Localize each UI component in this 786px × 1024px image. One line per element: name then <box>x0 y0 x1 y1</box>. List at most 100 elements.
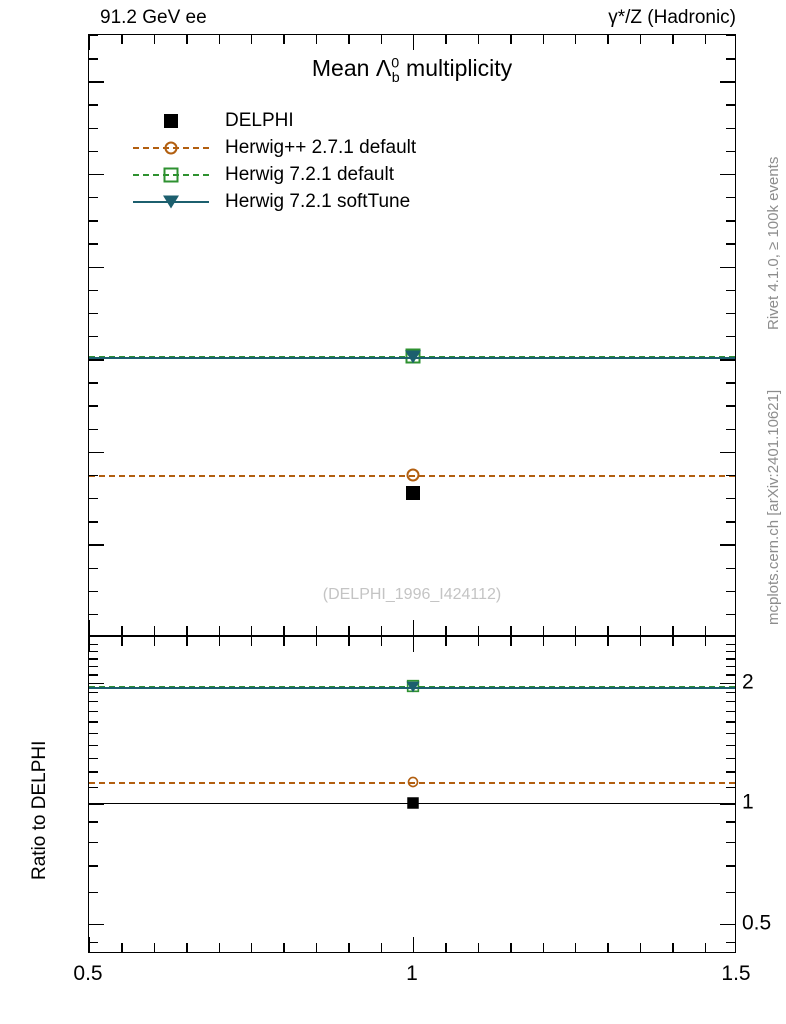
axis-tick <box>445 943 447 952</box>
axis-tick <box>89 744 98 747</box>
axis-tick <box>89 498 98 500</box>
axis-tick <box>726 821 735 823</box>
ratio-plot-panel <box>88 636 736 953</box>
axis-tick <box>477 637 480 646</box>
axis-tick <box>726 382 735 384</box>
axis-tick <box>726 104 735 106</box>
axis-tick <box>121 637 123 646</box>
axis-tick <box>445 35 447 44</box>
legend-label: Herwig 7.2.1 default <box>225 164 394 185</box>
axis-tick <box>726 521 735 523</box>
legend-item: Herwig++ 2.7.1 default <box>133 134 416 161</box>
axis-tick <box>726 700 735 703</box>
axis-tick <box>726 220 735 222</box>
plot-title: Mean Λ0b multiplicity <box>312 55 512 85</box>
axis-tick <box>413 35 415 50</box>
axis-tick <box>89 35 98 37</box>
axis-tick <box>89 710 98 713</box>
axis-tick <box>726 710 735 713</box>
axis-tick <box>218 626 220 635</box>
axis-tick <box>89 942 98 944</box>
marker-circle-open <box>407 776 419 788</box>
axis-tick <box>89 451 104 454</box>
axis-tick <box>720 173 735 176</box>
header-beam-energy: 91.2 GeV ee <box>100 7 207 28</box>
axis-tick <box>726 289 735 292</box>
plot-title-symbol: Λ <box>375 55 392 81</box>
legend-item: Herwig 7.2.1 default <box>133 161 416 188</box>
axis-tick <box>89 620 91 635</box>
legend-item: DELPHI <box>133 107 416 134</box>
legend-label: Herwig++ 2.7.1 default <box>225 137 417 158</box>
axis-tick <box>89 757 98 759</box>
axis-tick <box>315 626 318 635</box>
axis-tick <box>89 637 91 652</box>
axis-tick <box>607 637 609 646</box>
axis-tick <box>89 197 98 199</box>
axis-tick <box>575 637 577 646</box>
axis-tick <box>720 266 735 268</box>
legend-key <box>133 137 209 159</box>
axis-tick <box>413 637 415 652</box>
axis-tick <box>380 637 382 646</box>
axis-tick <box>89 521 98 523</box>
axis-tick <box>380 626 382 635</box>
marker-triangle-down <box>163 195 179 208</box>
axis-tick <box>89 173 104 176</box>
axis-tick <box>315 943 318 952</box>
axis-tick <box>218 637 220 646</box>
axis-tick <box>672 943 674 952</box>
axis-tick <box>89 336 98 338</box>
axis-tick <box>726 674 735 676</box>
axis-tick <box>726 691 735 693</box>
axis-tick <box>510 626 512 635</box>
axis-tick <box>639 943 642 952</box>
axis-tick <box>726 841 735 844</box>
axis-tick <box>89 382 98 384</box>
axis-tick <box>89 841 98 844</box>
axis-tick <box>315 637 318 646</box>
axis-tick <box>477 35 480 44</box>
side-note-mcplots: mcplots.cern.ch [arXiv:2401.10621] <box>765 389 782 625</box>
axis-tick <box>726 757 735 759</box>
axis-tick <box>720 81 735 83</box>
axis-tick <box>672 626 674 635</box>
axis-tick <box>445 637 447 646</box>
axis-tick <box>283 35 285 44</box>
axis-tick <box>186 626 188 635</box>
axis-tick <box>186 943 188 952</box>
header-process: γ*/Z (Hadronic) <box>608 7 736 28</box>
axis-tick <box>153 943 156 952</box>
axis-tick <box>639 637 642 646</box>
axis-tick <box>726 658 735 660</box>
axis-tick <box>153 637 156 646</box>
x-tick-label: 1 <box>406 962 418 985</box>
axis-tick <box>251 637 253 646</box>
axis-tick <box>726 771 735 773</box>
axis-tick <box>720 451 735 454</box>
axis-tick <box>445 626 447 635</box>
axis-tick <box>510 35 512 44</box>
axis-tick <box>726 891 735 894</box>
axis-tick <box>726 942 735 944</box>
axis-tick <box>89 803 104 805</box>
axis-tick <box>575 626 577 635</box>
axis-tick <box>704 637 706 646</box>
axis-tick <box>89 865 98 867</box>
axis-tick <box>89 821 98 823</box>
axis-tick <box>153 626 156 635</box>
axis-tick <box>348 35 350 44</box>
axis-tick <box>89 104 98 106</box>
axis-tick <box>380 35 382 44</box>
axis-tick <box>720 544 735 546</box>
marker-square-open <box>163 167 179 182</box>
axis-tick <box>413 620 415 635</box>
axis-tick <box>89 35 91 50</box>
axis-tick <box>251 626 253 635</box>
legend: DELPHI Herwig++ 2.7.1 default Herwig 7.2.1… <box>133 107 416 215</box>
ratio-axis-title: Ratio to DELPHI <box>29 740 50 880</box>
axis-tick <box>726 590 735 593</box>
axis-tick <box>575 943 577 952</box>
marker-circle-open <box>406 468 420 482</box>
axis-tick <box>283 943 285 952</box>
